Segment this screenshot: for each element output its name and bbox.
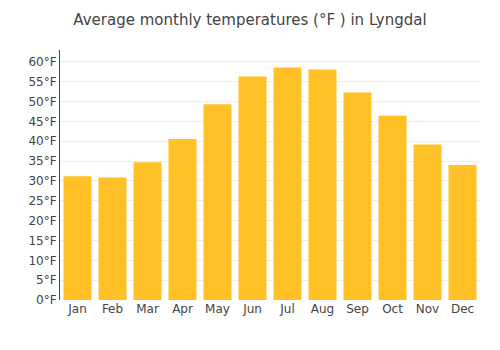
svg-text:Apr: Apr: [172, 302, 193, 316]
svg-text:Jan: Jan: [67, 302, 87, 316]
svg-text:Dec: Dec: [451, 302, 474, 316]
svg-text:35°F: 35°F: [28, 154, 56, 168]
svg-text:25°F: 25°F: [28, 194, 56, 208]
svg-text:40°F: 40°F: [28, 134, 56, 148]
svg-text:Oct: Oct: [382, 302, 403, 316]
svg-text:5°F: 5°F: [36, 273, 57, 287]
svg-text:0°F: 0°F: [36, 293, 57, 307]
svg-text:Mar: Mar: [136, 302, 159, 316]
svg-text:10°F: 10°F: [28, 254, 56, 268]
svg-text:Average monthly temperatures (: Average monthly temperatures (°F ) in Ly…: [73, 11, 426, 29]
svg-text:Sep: Sep: [346, 302, 369, 316]
svg-text:Jul: Jul: [279, 302, 294, 316]
svg-text:Feb: Feb: [102, 302, 123, 316]
svg-text:Jun: Jun: [242, 302, 262, 316]
svg-text:May: May: [205, 302, 230, 316]
svg-text:Aug: Aug: [311, 302, 334, 316]
svg-text:45°F: 45°F: [28, 115, 56, 129]
svg-text:50°F: 50°F: [28, 95, 56, 109]
svg-text:15°F: 15°F: [28, 234, 56, 248]
svg-text:60°F: 60°F: [28, 55, 56, 69]
svg-text:55°F: 55°F: [28, 75, 56, 89]
svg-text:20°F: 20°F: [28, 214, 56, 228]
svg-text:Nov: Nov: [416, 302, 439, 316]
svg-text:30°F: 30°F: [28, 174, 56, 188]
